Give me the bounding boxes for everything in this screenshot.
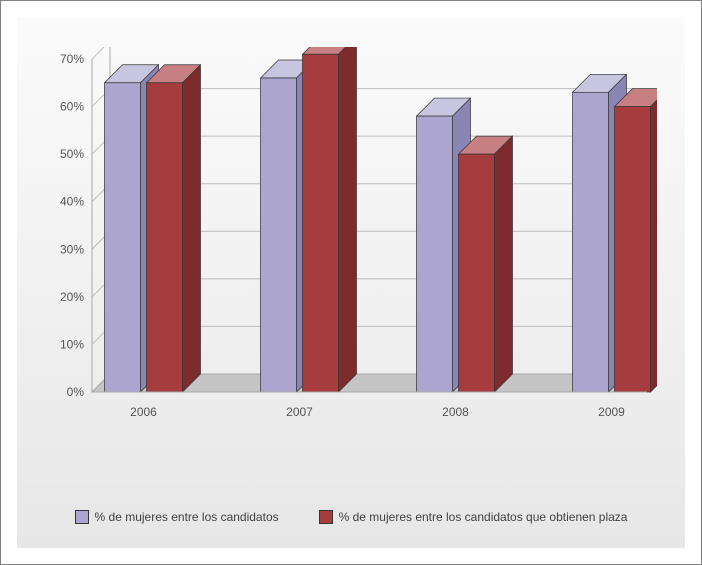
legend-label: % de mujeres entre los candidatos que ob… (339, 510, 628, 524)
svg-text:10%: 10% (60, 337, 84, 351)
legend: % de mujeres entre los candidatos % de m… (17, 510, 685, 524)
svg-text:20%: 20% (60, 290, 84, 304)
chart-frame: 0%10%20%30%40%50%60%70%2006200720082009 … (0, 0, 702, 565)
chart-svg: 0% 10% 20% 30% 40% 50% 60% 70% 2006 2007 2008 2009 (37, 47, 657, 442)
svg-text:2008: 2008 (442, 405, 469, 419)
svg-text:30%: 30% (60, 242, 84, 256)
bar-chart-3d: 0% 10% 20% 30% 40% 50% 60% 70% 2006 2007 2008 2009 (37, 47, 655, 442)
svg-text:70%: 70% (60, 52, 84, 66)
svg-text:2006: 2006 (130, 405, 157, 419)
legend-item-series-0: % de mujeres entre los candidatos (75, 510, 279, 524)
svg-text:2009: 2009 (598, 405, 625, 419)
svg-text:50%: 50% (60, 147, 84, 161)
legend-label: % de mujeres entre los candidatos (95, 510, 279, 524)
svg-text:60%: 60% (60, 100, 84, 114)
svg-text:0%: 0% (67, 385, 85, 399)
legend-item-series-1: % de mujeres entre los candidatos que ob… (319, 510, 628, 524)
legend-swatch-icon (75, 510, 89, 524)
legend-swatch-icon (319, 510, 333, 524)
svg-text:2007: 2007 (286, 405, 313, 419)
svg-text:40%: 40% (60, 195, 84, 209)
chart-panel: 0%10%20%30%40%50%60%70%2006200720082009 … (17, 17, 685, 548)
